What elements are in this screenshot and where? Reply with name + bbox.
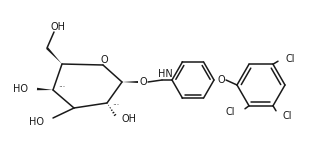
Text: HO: HO [29,117,44,127]
Text: Cl: Cl [286,54,295,64]
Text: ···: ··· [58,84,65,92]
Text: Cl: Cl [283,111,293,121]
Text: O: O [100,55,108,65]
Text: HO: HO [13,84,28,94]
Polygon shape [122,81,138,83]
Text: ···: ··· [112,101,119,111]
Polygon shape [46,47,62,64]
Text: OH: OH [51,22,66,32]
Text: Cl: Cl [225,107,235,117]
Text: OH: OH [122,114,137,124]
Polygon shape [37,88,53,90]
Text: O: O [217,75,225,85]
Text: HN: HN [158,69,172,79]
Text: O: O [139,77,147,87]
